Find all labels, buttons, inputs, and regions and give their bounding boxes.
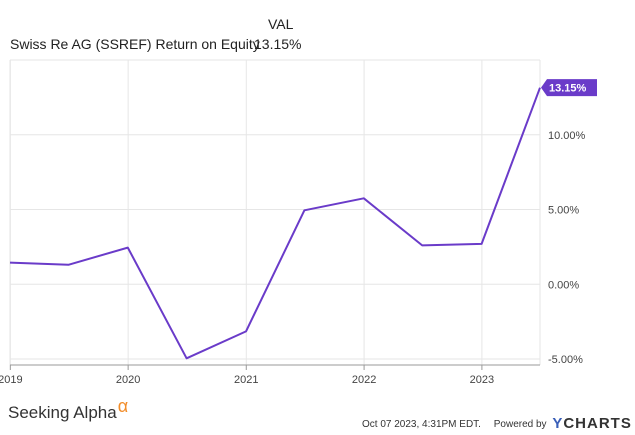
y-tick-label: 0.00% bbox=[548, 279, 579, 291]
series-line bbox=[9, 87, 541, 360]
series-label: Swiss Re AG (SSREF) Return on Equity bbox=[10, 36, 260, 52]
current-value: 13.15% bbox=[254, 36, 302, 52]
series-group bbox=[9, 87, 541, 360]
chart-footer: Oct 07 2023, 4:31PM EDT. Powered by YCHA… bbox=[362, 414, 632, 432]
grid-lines bbox=[9, 59, 541, 365]
last-value-badge-group: 13.15% bbox=[541, 79, 597, 97]
x-tick-label: 2021 bbox=[234, 374, 258, 386]
last-value-badge bbox=[541, 79, 597, 97]
y-tick-label: 10.00% bbox=[548, 130, 586, 142]
x-tick-label: 2022 bbox=[352, 374, 376, 386]
x-tick-label: 2019 bbox=[0, 374, 23, 386]
column-label: VAL bbox=[268, 16, 294, 32]
ycharts-logo: YCHARTS bbox=[552, 415, 632, 432]
brand-name: Seeking Alpha bbox=[8, 403, 117, 422]
alpha-icon: α bbox=[117, 396, 129, 416]
last-value-label: 13.15% bbox=[549, 83, 587, 95]
seeking-alpha-logo: Seeking Alphaα bbox=[8, 396, 128, 423]
ycharts-wordmark: CHARTS bbox=[563, 415, 632, 432]
x-tick-label: 2023 bbox=[470, 374, 494, 386]
timestamp: Oct 07 2023, 4:31PM EDT. bbox=[362, 419, 481, 430]
x-tick-label: 2020 bbox=[116, 374, 140, 386]
y-tick-label: -5.00% bbox=[548, 354, 583, 366]
powered-by-label: Powered by bbox=[493, 419, 547, 430]
y-tick-label: 5.00% bbox=[548, 205, 579, 217]
x-axis-ticks: 2019 2020 2021 2022 2023 bbox=[0, 364, 540, 386]
y-axis-labels: -5.00% 0.00% 5.00% 10.00% bbox=[548, 130, 586, 366]
ycharts-y-mark: Y bbox=[552, 415, 564, 432]
